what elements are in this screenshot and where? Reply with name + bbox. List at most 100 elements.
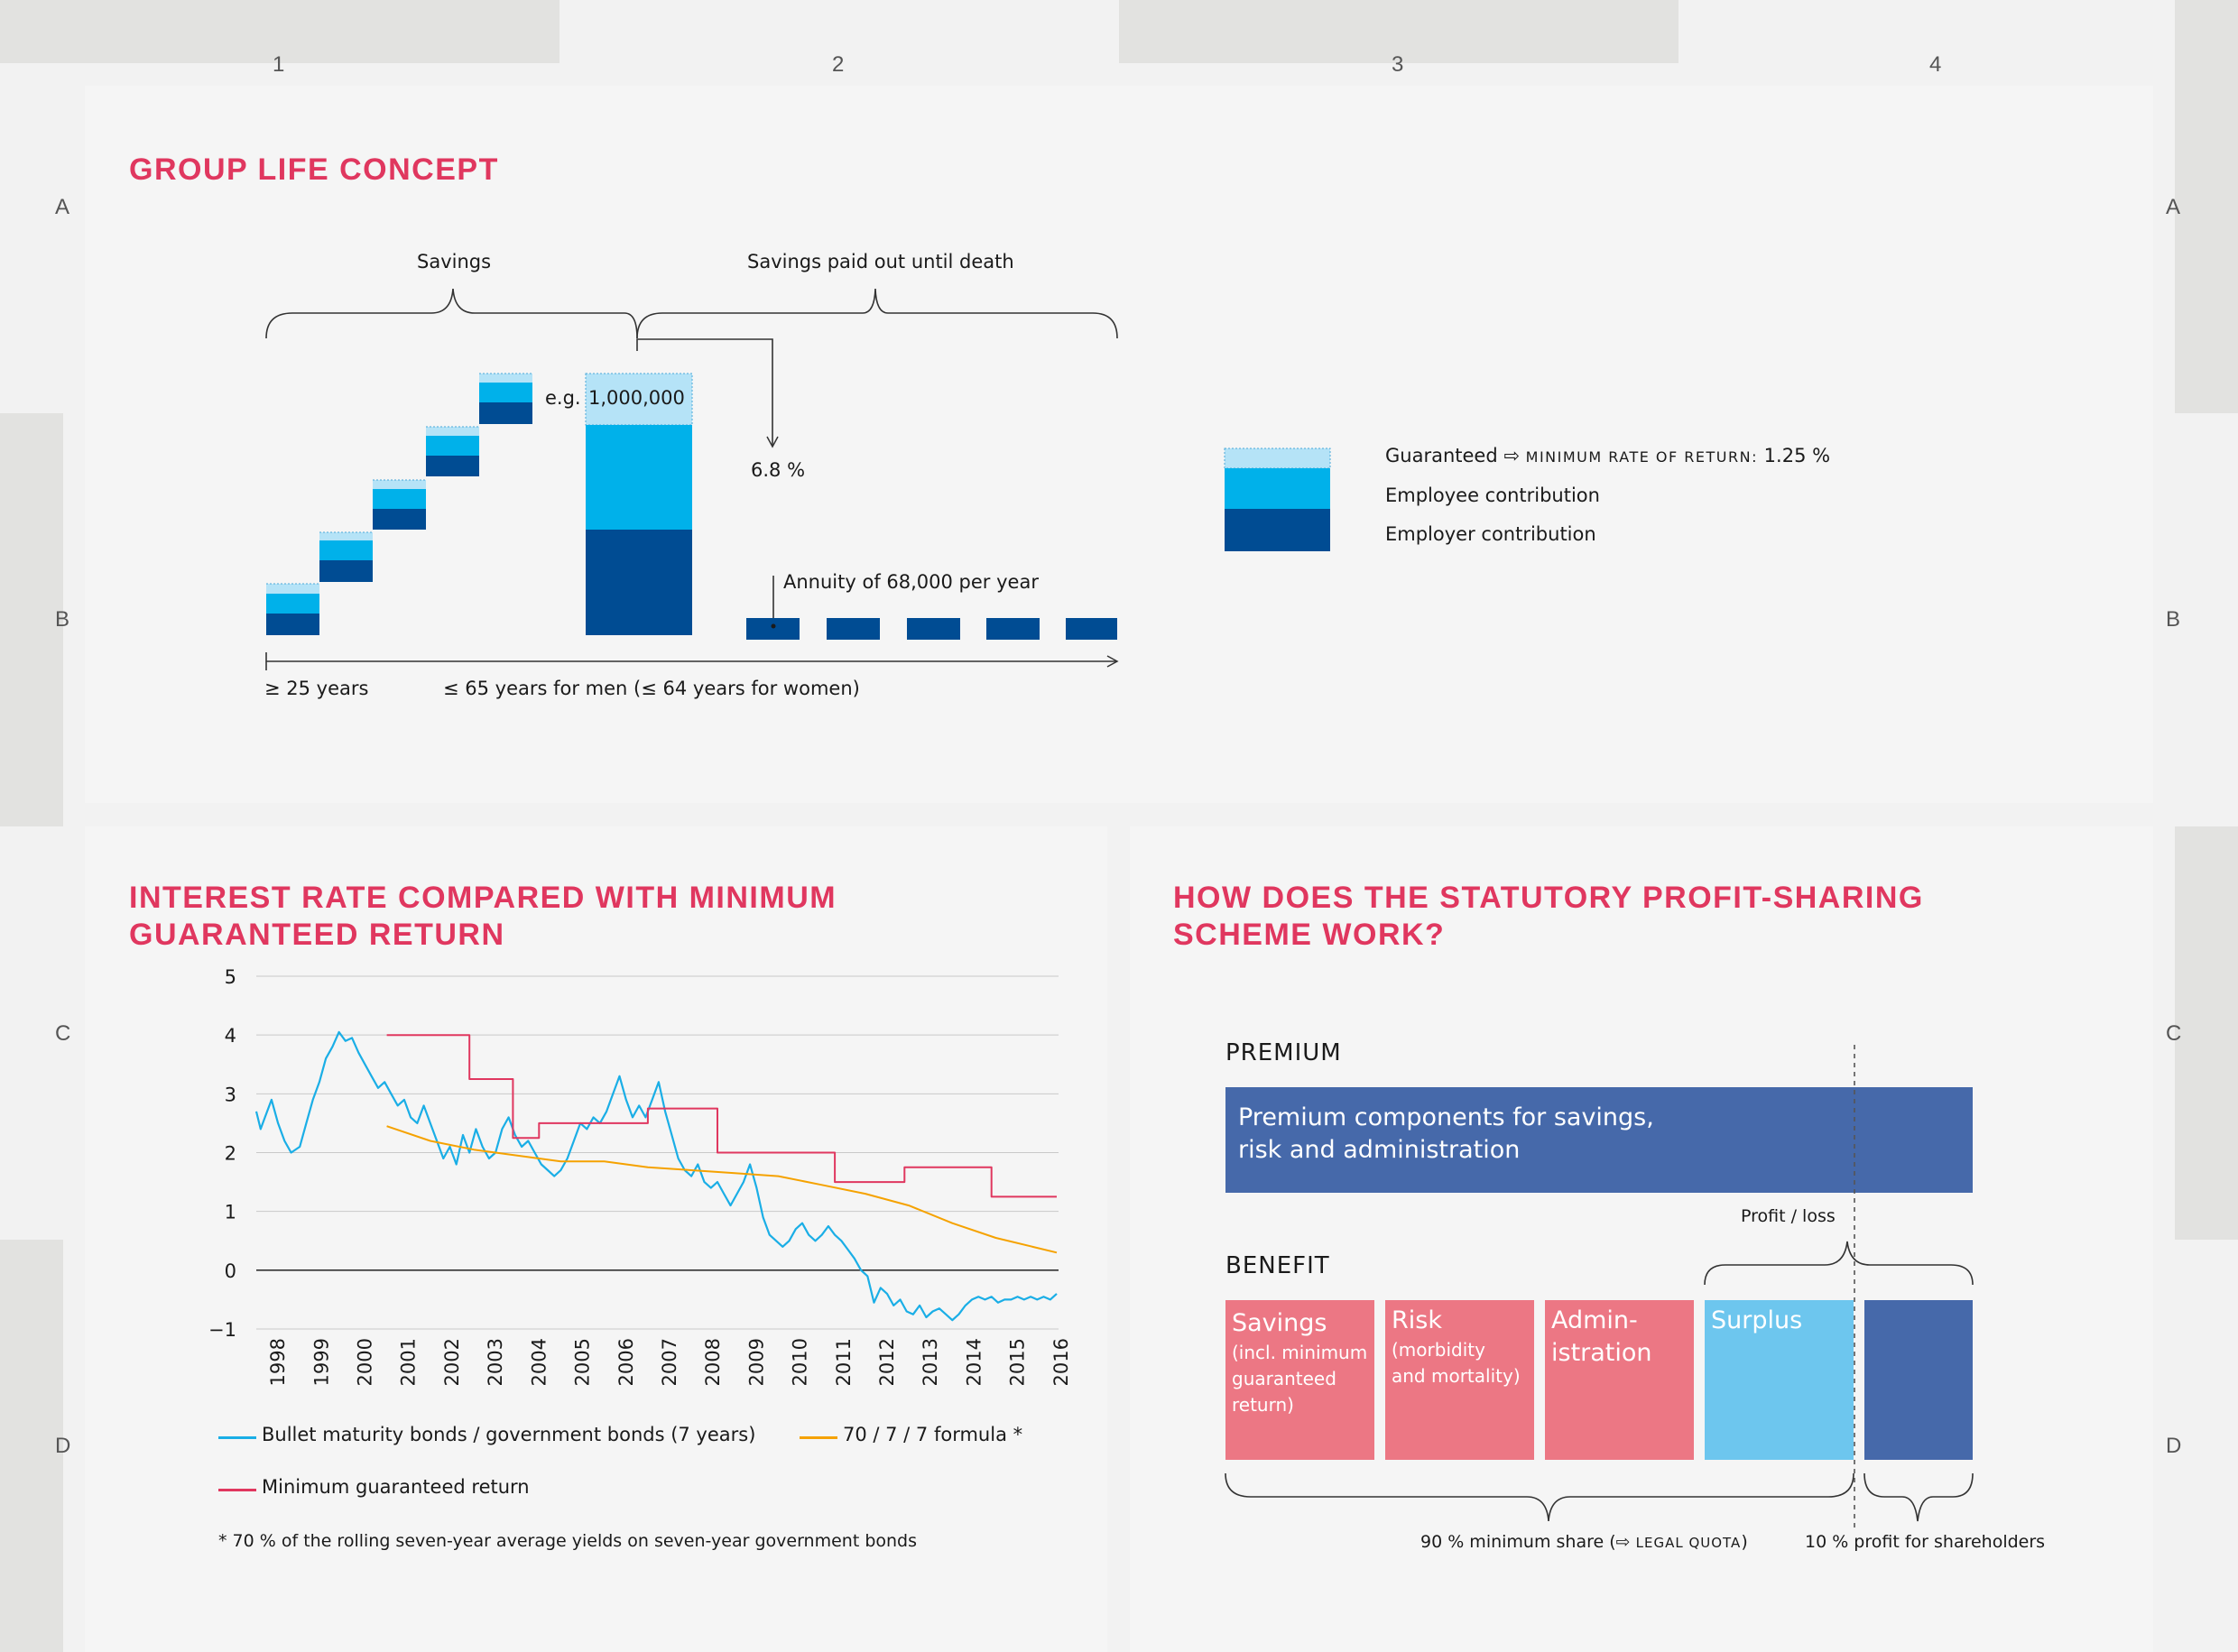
y-tick-label: 1 bbox=[225, 1202, 236, 1223]
grid-row-band-left-b bbox=[0, 413, 63, 826]
grid-row-label-a-right: A bbox=[2166, 195, 2181, 219]
savings-step-3 bbox=[373, 479, 426, 530]
savings-step-1 bbox=[266, 583, 319, 635]
x-tick-label: 1999 bbox=[310, 1338, 332, 1386]
x-tick-label: 2014 bbox=[963, 1338, 985, 1386]
right-arrow-icon: ⇨ bbox=[1503, 445, 1520, 466]
payout-period-label: Savings paid out until death bbox=[747, 251, 1014, 272]
y-tick-label: 2 bbox=[225, 1143, 236, 1165]
employer-segment bbox=[426, 456, 479, 476]
legend-employer-text: Employer contribution bbox=[1385, 523, 1596, 545]
legal-quota-label: 90 % minimum share (⇨ LEGAL QUOTA) bbox=[1420, 1532, 1748, 1552]
savings-box: Savings (incl. minimum guaranteed return… bbox=[1225, 1300, 1374, 1460]
premium-text-line-2: risk and administration bbox=[1238, 1136, 1521, 1164]
grid-band-top-right bbox=[2175, 0, 2238, 63]
grid-row-label-d-right: D bbox=[2166, 1434, 2182, 1458]
x-tick-label: 2009 bbox=[745, 1338, 767, 1386]
x-tick-label: 1998 bbox=[267, 1338, 289, 1386]
premium-text-line-1: Premium components for savings, bbox=[1238, 1103, 1654, 1131]
grid-row-band-left-d bbox=[0, 1240, 63, 1652]
legend-formula-label: 70 / 7 / 7 formula * bbox=[843, 1424, 1023, 1445]
x-tick-label: 2004 bbox=[528, 1338, 550, 1386]
savings-step-2 bbox=[319, 531, 373, 582]
employer-segment bbox=[586, 530, 692, 635]
grid-row-band-left-a bbox=[0, 63, 63, 413]
annuity-payment-2 bbox=[827, 618, 880, 640]
group-life-title: GROUP LIFE CONCEPT bbox=[129, 152, 499, 187]
grid-row-band-right-c bbox=[2175, 826, 2238, 1240]
group-life-diagram bbox=[265, 288, 1331, 670]
legend-employer-swatch bbox=[1225, 509, 1330, 551]
formula-line bbox=[386, 1125, 1058, 1254]
shareholders-label: 10 % profit for shareholders bbox=[1805, 1532, 2046, 1552]
annuity-payment-4 bbox=[986, 618, 1040, 640]
example-prefix: e.g. bbox=[545, 387, 581, 409]
interest-rate-chart: 5 4 3 2 1 0 −1 1998 1999 2000 2001 2002 2003 2004 2005… bbox=[208, 966, 1072, 1386]
risk-box-sub-2: and mortality) bbox=[1392, 1365, 1521, 1387]
grid-row-label-c-right: C bbox=[2166, 1021, 2182, 1046]
grid-row-band-right-b bbox=[2175, 413, 2238, 826]
payout-brace bbox=[636, 288, 1118, 339]
risk-box-title: Risk bbox=[1392, 1306, 1442, 1334]
minimum-return-line bbox=[386, 1034, 1057, 1198]
legend-guaranteed-row: Guaranteed ⇨ MINIMUM RATE OF RETURN: 1.2… bbox=[1385, 445, 1830, 466]
x-tick-label: 2008 bbox=[702, 1338, 724, 1386]
annuity-payment-3 bbox=[907, 618, 960, 640]
employer-segment bbox=[373, 509, 426, 530]
administration-box-title-1: Admin- bbox=[1551, 1306, 1638, 1334]
employee-segment bbox=[586, 425, 692, 530]
grid-column-band-3 bbox=[1119, 0, 1678, 63]
premium-bar: Premium components for savings, risk and… bbox=[1225, 1087, 1973, 1193]
minimum-rate-label: MINIMUM RATE OF RETURN: bbox=[1525, 448, 1758, 466]
x-tick-label: 2001 bbox=[398, 1338, 420, 1386]
profit-loss-label: Profit / loss bbox=[1741, 1206, 1836, 1226]
legend-employee-text: Employee contribution bbox=[1385, 485, 1600, 506]
grid-row-label-d-left: D bbox=[55, 1434, 71, 1458]
grid-column-band-4 bbox=[1678, 0, 2175, 63]
legal-quota-close: ) bbox=[1741, 1532, 1748, 1552]
legend-formula-swatch bbox=[800, 1436, 837, 1439]
x-tick-label: 2006 bbox=[615, 1338, 637, 1386]
age-end-label: ≤ 65 years for men (≤ 64 years for women… bbox=[443, 678, 860, 699]
y-tick-label: −1 bbox=[208, 1319, 236, 1341]
grid-column-band-2 bbox=[560, 0, 1119, 63]
employer-segment bbox=[479, 402, 532, 424]
x-tick-label: 2011 bbox=[833, 1338, 855, 1386]
guaranteed-segment bbox=[426, 427, 479, 436]
profit-panel: HOW DOES THE STATUTORY PROFIT-SHARING SC… bbox=[1130, 826, 2153, 1652]
legend-minimum-swatch bbox=[218, 1489, 256, 1491]
grid-row-label-a-left: A bbox=[55, 195, 70, 219]
administration-box-title-2: istration bbox=[1551, 1339, 1652, 1367]
premium-label: PREMIUM bbox=[1225, 1039, 1342, 1066]
shareholder-brace bbox=[1863, 1472, 1974, 1522]
savings-box-title: Savings bbox=[1232, 1309, 1327, 1337]
legal-quota-sc: LEGAL QUOTA bbox=[1635, 1535, 1742, 1551]
minimum-rate-value: 1.25 % bbox=[1763, 445, 1831, 466]
legend-bonds-label: Bullet maturity bonds / government bonds… bbox=[262, 1424, 756, 1445]
guaranteed-segment bbox=[266, 584, 319, 594]
surplus-box-title: Surplus bbox=[1711, 1306, 1803, 1334]
guaranteed-segment bbox=[586, 374, 692, 425]
conversion-rate-label: 6.8 % bbox=[751, 459, 806, 481]
x-tick-label: 2005 bbox=[572, 1338, 594, 1386]
annuity-label: Annuity of 68,000 per year bbox=[783, 571, 1039, 593]
x-tick-label: 2000 bbox=[355, 1338, 376, 1386]
grid-col-label-3: 3 bbox=[1392, 52, 1404, 77]
employer-segment bbox=[266, 614, 319, 635]
legend-guaranteed-swatch bbox=[1225, 448, 1330, 468]
profit-loss-brace bbox=[1704, 1241, 1974, 1286]
grid-row-band-right-d bbox=[2175, 1240, 2238, 1652]
shareholder-box bbox=[1864, 1300, 1973, 1460]
x-tick-label: 2010 bbox=[790, 1338, 811, 1386]
savings-box-sub-3: return) bbox=[1232, 1394, 1294, 1416]
example-value: 1,000,000 bbox=[588, 387, 685, 409]
y-tick-label: 4 bbox=[225, 1025, 236, 1047]
annuity-payment-1 bbox=[746, 618, 800, 640]
surplus-box: Surplus bbox=[1705, 1300, 1854, 1460]
grid-band-top-left bbox=[0, 0, 63, 63]
y-tick-label: 0 bbox=[225, 1260, 236, 1282]
interest-title-line-2: GUARANTEED RETURN bbox=[129, 918, 505, 952]
grid-column-band-1 bbox=[63, 0, 560, 63]
employer-segment bbox=[319, 560, 373, 582]
risk-box-sub-1: (morbidity bbox=[1392, 1339, 1485, 1361]
